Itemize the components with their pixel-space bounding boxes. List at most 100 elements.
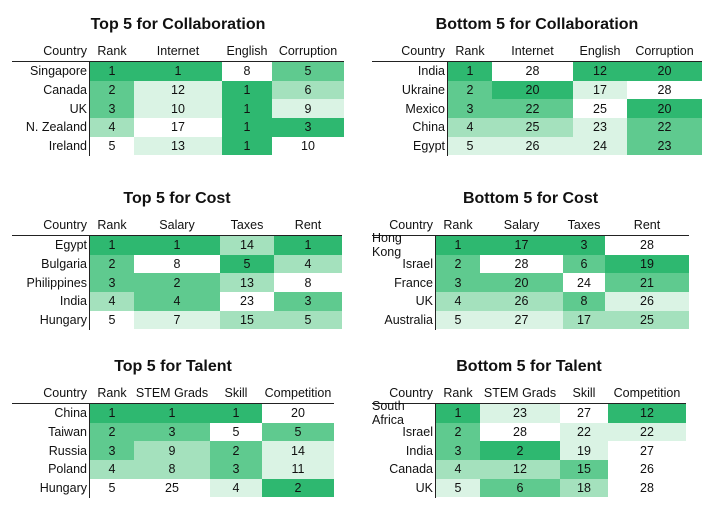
value-cell: 5 (448, 136, 492, 156)
country-cell: Philippines (26, 275, 87, 290)
column-header: Salary (503, 218, 540, 232)
value-cell: 27 (608, 441, 686, 461)
country-cell: UK (415, 294, 433, 309)
column-header: Salary (159, 218, 195, 232)
header-divider (12, 403, 334, 404)
value-cell: 17 (480, 236, 563, 255)
column-header: Taxes (567, 218, 601, 232)
value-cell: 14 (220, 236, 274, 255)
country-cell: Hungary (39, 313, 87, 328)
country-divider (89, 62, 90, 156)
value-cell: 1 (210, 404, 262, 423)
value-cell: 8 (563, 292, 605, 311)
country-cell: Egypt (55, 238, 87, 253)
value-cell: 5 (262, 422, 334, 442)
column-header: Country (389, 386, 433, 400)
value-cell: 5 (90, 136, 134, 156)
table-title: Bottom 5 for Cost (462, 190, 599, 207)
column-header: English (579, 44, 621, 58)
value-cell: 23 (573, 118, 627, 137)
value-cell: 3 (274, 292, 342, 311)
value-cell: 9 (272, 99, 344, 119)
value-cell: 1 (448, 62, 492, 81)
country-cell: Singapore (30, 64, 87, 79)
value-cell: 1 (90, 62, 134, 81)
value-cell: 13 (220, 273, 274, 293)
value-cell: 2 (448, 80, 492, 100)
table-panel: Top 5 for Talent Country Rank STEM Grads Ski… (12, 358, 334, 502)
value-cell: 3 (90, 273, 134, 293)
value-cell: 7 (134, 310, 220, 330)
column-header: Rank (97, 386, 127, 400)
value-cell: 14 (262, 441, 334, 461)
value-cell: 9 (134, 441, 210, 461)
value-cell: 22 (627, 118, 702, 137)
table-title: Top 5 for Collaboration (90, 16, 266, 33)
header-divider (372, 403, 686, 404)
column-header: Country (43, 44, 87, 58)
value-cell: 4 (90, 118, 134, 137)
country-cell: Taiwan (48, 425, 87, 440)
value-cell: 5 (90, 310, 134, 330)
country-cell: Ireland (48, 139, 87, 154)
value-cell: 23 (480, 404, 560, 423)
value-cell: 8 (134, 460, 210, 479)
country-cell: N. Zealand (25, 120, 87, 135)
value-cell: 5 (272, 62, 344, 81)
value-cell: 8 (134, 254, 220, 274)
value-cell: 22 (608, 422, 686, 442)
country-cell: Ukraine (401, 83, 445, 98)
country-cell: Canada (389, 462, 433, 477)
column-header: English (226, 44, 268, 58)
value-cell: 28 (608, 478, 686, 498)
value-cell: 18 (560, 478, 608, 498)
column-header: Rank (97, 44, 127, 58)
table-title: Top 5 for Talent (114, 358, 232, 375)
value-cell: 3 (272, 118, 344, 137)
column-header: Country (389, 218, 433, 232)
value-cell: 2 (436, 422, 480, 442)
column-header: Rent (294, 218, 322, 232)
value-cell: 26 (492, 136, 573, 156)
country-cell: France (394, 275, 433, 290)
value-cell: 2 (210, 441, 262, 461)
value-cell: 1 (274, 236, 342, 255)
country-cell: Egypt (413, 139, 445, 154)
column-header: Country (401, 44, 445, 58)
value-cell: 26 (480, 292, 563, 311)
country-cell: UK (69, 101, 87, 116)
country-cell: Australia (384, 313, 433, 328)
country-cell: Hungary (39, 481, 87, 496)
value-cell: 21 (605, 273, 689, 293)
column-header: Rank (97, 218, 127, 232)
country-cell: South Africa (372, 399, 405, 428)
value-cell: 1 (90, 404, 134, 423)
value-cell: 22 (492, 99, 573, 119)
value-cell: 26 (605, 292, 689, 311)
value-cell: 5 (436, 478, 480, 498)
value-cell: 19 (560, 441, 608, 461)
value-cell: 28 (492, 62, 573, 81)
value-cell: 3 (436, 273, 480, 293)
value-cell: 20 (262, 404, 334, 423)
value-cell: 23 (220, 292, 274, 311)
value-cell: 4 (436, 460, 480, 479)
table-title: Top 5 for Cost (123, 190, 231, 207)
value-cell: 20 (627, 62, 702, 81)
country-cell: Poland (48, 462, 87, 477)
column-header: Corruption (278, 44, 338, 58)
value-cell: 4 (90, 292, 134, 311)
value-cell: 8 (222, 62, 272, 81)
country-divider (435, 404, 436, 498)
column-header: Rank (443, 218, 473, 232)
value-cell: 15 (560, 460, 608, 479)
country-cell: Bulgaria (41, 257, 87, 272)
value-cell: 4 (134, 292, 220, 311)
column-header: Rank (455, 44, 485, 58)
value-cell: 20 (492, 80, 573, 100)
column-header: Skill (572, 386, 596, 400)
value-cell: 5 (436, 310, 480, 330)
country-divider (447, 62, 448, 156)
country-divider (89, 404, 90, 498)
column-header: Taxes (230, 218, 264, 232)
